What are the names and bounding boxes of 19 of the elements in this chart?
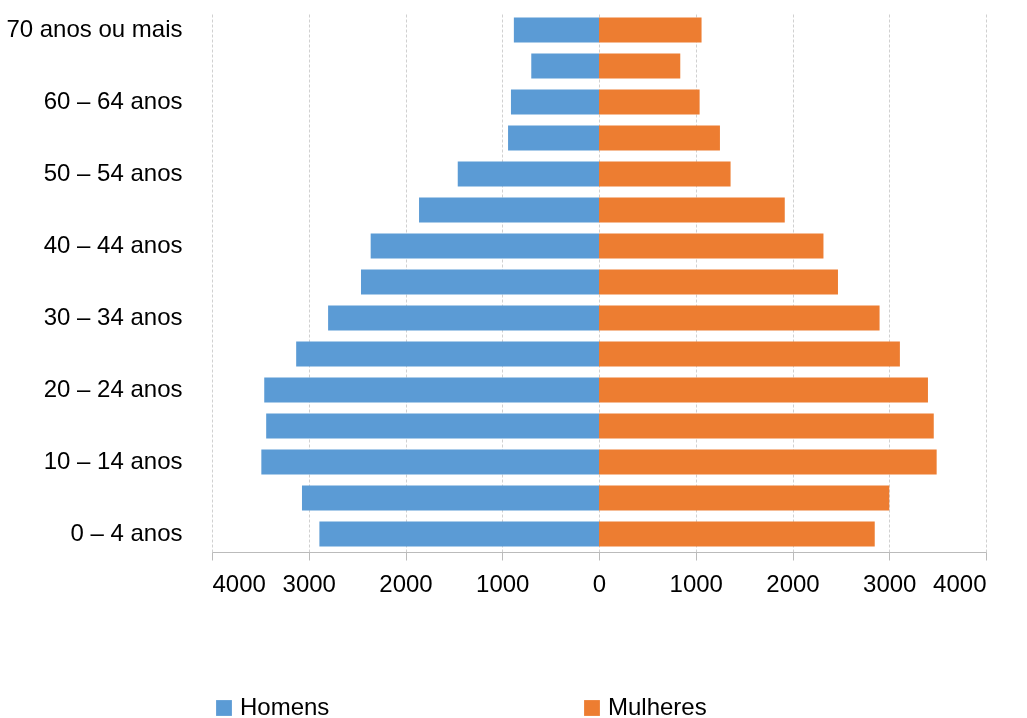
y-tick-label: 40 – 44 anos: [43, 231, 183, 258]
x-tick-label: 2000: [766, 569, 820, 597]
x-tick-label: 0: [592, 569, 607, 597]
y-tick-label: 20 – 24 anos: [43, 375, 183, 402]
y-tick-label: 50 – 54 anos: [43, 159, 183, 186]
x-tick-label: 1000: [476, 569, 530, 597]
legend-label: Mulheres: [608, 693, 707, 718]
y-tick-label: 30 – 34 anos: [43, 303, 183, 330]
x-tick-label: 1000: [669, 569, 723, 597]
x-tick-label: 4000: [933, 569, 987, 597]
x-tick-label: 4000: [212, 569, 266, 597]
y-tick-label: 10 – 14 anos: [43, 447, 183, 474]
legend-label: Homens: [240, 693, 330, 718]
y-tick-label: 70 anos ou mais: [6, 15, 183, 42]
y-tick-label: 0 – 4 anos: [70, 519, 183, 546]
x-tick-label: 2000: [379, 569, 433, 597]
y-tick-label: 60 – 64 anos: [43, 87, 183, 114]
x-tick-label: 3000: [282, 569, 336, 597]
x-tick-label: 3000: [863, 569, 917, 597]
